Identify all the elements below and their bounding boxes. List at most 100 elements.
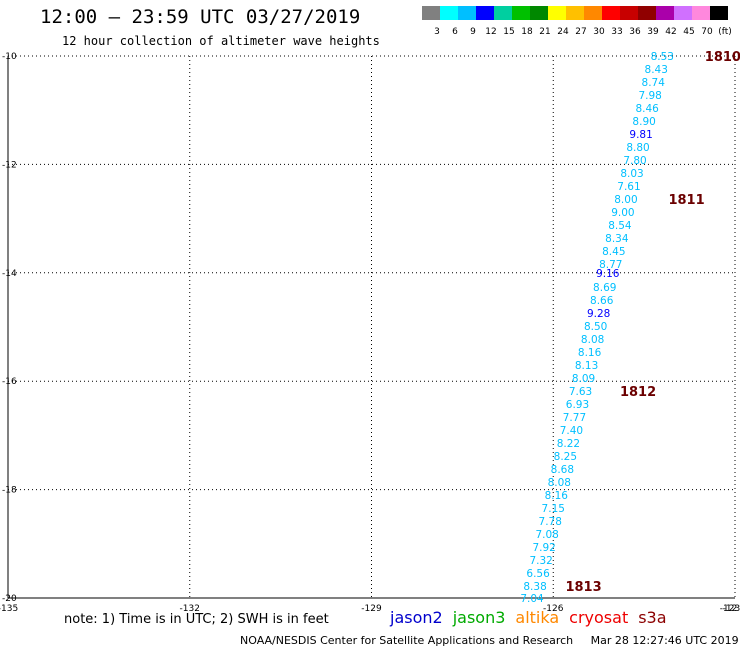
- credit-footer: NOAA/NESDIS Center for Satellite Applica…: [240, 634, 739, 647]
- x-tick-label: -135: [0, 604, 18, 614]
- colorbar-label: 33: [611, 27, 623, 37]
- colorbar-label: 39: [647, 27, 659, 37]
- colorbar-swatch: [674, 6, 692, 20]
- colorbar-swatch: [656, 6, 674, 20]
- wave-height-value: 7.92: [532, 542, 555, 554]
- wave-height-value: 8.38: [523, 581, 546, 593]
- colorbar-swatch: [566, 6, 584, 20]
- wave-height-value: 8.09: [572, 373, 595, 385]
- wave-height-value: 9.00: [611, 207, 634, 219]
- colorbar-label: 6: [452, 27, 458, 37]
- pass-time-label: 1813: [565, 580, 601, 595]
- x-tick-label: -129: [361, 604, 382, 614]
- wave-height-value: 8.43: [645, 64, 668, 76]
- pass-time-label: 1812: [620, 385, 656, 400]
- colorbar-swatch: [458, 6, 476, 20]
- wave-height-value: 8.68: [551, 464, 574, 476]
- colorbar-swatch: [638, 6, 656, 20]
- wave-height-value: 7.15: [542, 503, 565, 515]
- wave-height-value: 7.61: [617, 181, 640, 193]
- wave-height-value: 8.16: [578, 347, 602, 359]
- wave-height-value: 8.53: [651, 51, 674, 63]
- colorbar-label: (ft): [718, 27, 732, 37]
- y-tick-label: -10: [2, 52, 17, 62]
- wave-height-value: 8.08: [581, 334, 604, 346]
- satellite-jason3: jason3: [452, 608, 506, 627]
- wave-height-value: 6.93: [566, 399, 589, 411]
- colorbar-swatch: [620, 6, 638, 20]
- wave-height-value: 7.98: [638, 90, 661, 102]
- wave-height-value: 6.56: [526, 568, 550, 580]
- wave-height-value: 8.50: [584, 321, 607, 333]
- wave-height-value: 8.66: [590, 295, 614, 307]
- wave-height-value: 7.77: [563, 412, 586, 424]
- pass-time-label: 1811: [668, 193, 704, 208]
- colorbar-label: 18: [521, 27, 533, 37]
- wave-height-value: 8.54: [608, 220, 632, 232]
- wave-height-value: 7.04: [520, 593, 544, 605]
- wave-height-value: 7.08: [535, 529, 558, 541]
- wave-height-value: 7.78: [539, 516, 562, 528]
- pass-time-label: 1810: [705, 50, 740, 65]
- colorbar-label: 45: [683, 27, 695, 37]
- colorbar-swatch: [512, 6, 530, 20]
- satellite-altika: altika: [515, 608, 560, 627]
- wave-height-value: 8.46: [635, 103, 659, 115]
- x-tick-label: -12: [723, 604, 738, 614]
- y-tick-label: -18: [2, 486, 17, 496]
- wave-height-value: 9.81: [629, 129, 652, 141]
- satellite-cryosat: cryosat: [569, 608, 629, 627]
- colorbar-label: 70: [701, 27, 713, 37]
- chart-subtitle: 12 hour collection of altimeter wave hei…: [62, 34, 380, 48]
- y-tick-label: -16: [2, 377, 17, 387]
- satellite-jason2: jason2: [390, 608, 443, 627]
- satellite-s3a: s3a: [638, 608, 667, 627]
- wave-height-value: 9.16: [596, 268, 620, 280]
- satellite-legend: jason2 jason3 altika cryosat s3a: [390, 608, 677, 627]
- y-tick-label: -12: [2, 160, 17, 170]
- colorbar-swatch: [440, 6, 458, 20]
- wave-height-value: 8.13: [575, 360, 598, 372]
- colorbar-swatch: [548, 6, 566, 20]
- colorbar-label: 27: [575, 27, 587, 37]
- colorbar-swatch: [602, 6, 620, 20]
- colorbar-swatch: [692, 6, 710, 20]
- wave-height-value: 8.45: [602, 246, 625, 258]
- colorbar-label: 36: [629, 27, 641, 37]
- wave-height-value: 8.80: [626, 142, 649, 154]
- wave-height-value: 8.90: [632, 116, 655, 128]
- wave-height-value: 8.03: [620, 168, 643, 180]
- wave-height-value: 8.00: [614, 194, 637, 206]
- colorbar-label: 15: [503, 27, 515, 37]
- wave-height-value: 8.34: [605, 233, 629, 245]
- y-tick-label: -20: [2, 594, 17, 604]
- colorbar-swatch: [530, 6, 548, 20]
- colorbar-swatch: [422, 6, 440, 20]
- wave-height-value: 8.25: [554, 451, 577, 463]
- y-tick-label: -14: [2, 269, 17, 279]
- wave-height-value: 7.32: [529, 555, 552, 567]
- colorbar-label: 30: [593, 27, 605, 37]
- wave-height-value: 9.28: [587, 308, 610, 320]
- colorbar-label: 9: [470, 27, 476, 37]
- colorbar-label: 24: [557, 27, 569, 37]
- footnote: note: 1) Time is in UTC; 2) SWH is in fe…: [64, 612, 329, 627]
- x-tick-label: -123: [720, 604, 740, 614]
- wave-height-value: 7.40: [560, 425, 583, 437]
- wave-height-value: 8.74: [642, 77, 666, 89]
- colorbar-label: 21: [539, 27, 551, 37]
- colorbar-label: 3: [434, 27, 440, 37]
- wave-height-value: 8.77: [599, 259, 622, 271]
- colorbar-label: 42: [665, 27, 677, 37]
- x-tick-label: -132: [180, 604, 200, 614]
- wave-height-value: 8.22: [557, 438, 580, 450]
- colorbar-label: 12: [485, 27, 497, 37]
- wave-height-value: 8.69: [593, 282, 616, 294]
- wave-height-value: 8.16: [545, 490, 569, 502]
- colorbar-swatch: [584, 6, 602, 20]
- wave-height-value: 7.63: [569, 386, 592, 398]
- wave-height-value: 8.08: [548, 477, 571, 489]
- colorbar-swatch: [710, 6, 728, 20]
- chart-title: 12:00 – 23:59 UTC 03/27/2019: [40, 6, 361, 28]
